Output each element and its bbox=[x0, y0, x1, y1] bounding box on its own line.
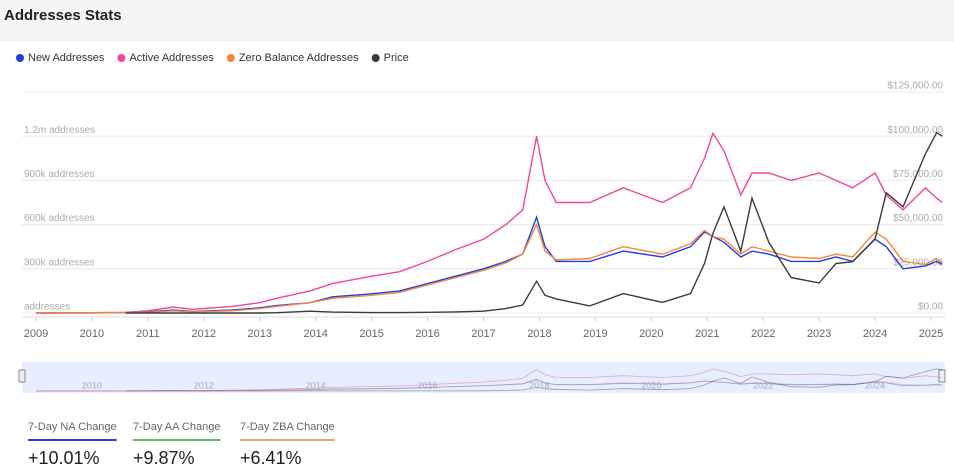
legend-marker bbox=[371, 54, 380, 62]
legend-label[interactable]: Price bbox=[384, 52, 409, 64]
y2-tick-label: $0.00 bbox=[918, 302, 943, 313]
x-tick-label: 2016 bbox=[415, 328, 439, 340]
stat-value: +10.01% bbox=[28, 448, 100, 468]
x-tick-label: 2025 bbox=[919, 328, 943, 340]
navigator-line bbox=[125, 368, 943, 392]
x-tick-label: 2021 bbox=[695, 328, 719, 340]
x-tick-label: 2017 bbox=[471, 328, 495, 340]
y2-tick-label: $50,000.00 bbox=[893, 213, 943, 224]
stat-value: +6.41% bbox=[240, 448, 302, 468]
x-tick-label: 2009 bbox=[24, 328, 48, 340]
header-bg bbox=[0, 0, 954, 42]
x-tick-label: 2022 bbox=[751, 328, 775, 340]
navigator-label: 2018 bbox=[529, 380, 549, 390]
navigator-handle[interactable] bbox=[938, 369, 946, 383]
y-tick-label: 1.2m addresses bbox=[24, 125, 95, 136]
y-tick-label: 300k addresses bbox=[24, 257, 95, 268]
legend-label[interactable]: New Addresses bbox=[28, 52, 105, 64]
x-tick-label: 2011 bbox=[136, 328, 160, 340]
y2-tick-label: $75,000.00 bbox=[893, 169, 943, 180]
navigator-label: 2020 bbox=[641, 380, 661, 390]
navigator-line bbox=[36, 379, 943, 392]
x-tick-label: 2014 bbox=[303, 328, 327, 340]
legend-label[interactable]: Active Addresses bbox=[129, 52, 214, 64]
x-tick-label: 2012 bbox=[192, 328, 216, 340]
stat-label: 7-Day NA Change bbox=[28, 421, 117, 433]
series-line bbox=[35, 222, 943, 314]
legend-marker bbox=[226, 54, 235, 62]
y-tick-label: 600k addresses bbox=[24, 213, 95, 224]
navigator-bg bbox=[22, 362, 945, 393]
x-tick-label: 2015 bbox=[359, 328, 383, 340]
x-tick-label: 2019 bbox=[583, 328, 607, 340]
legend-label[interactable]: Zero Balance Addresses bbox=[239, 52, 359, 64]
page-title: Addresses Stats bbox=[4, 7, 122, 24]
navigator-line bbox=[36, 378, 943, 392]
stat-value: +9.87% bbox=[133, 448, 195, 468]
stat-label: 7-Day ZBA Change bbox=[240, 421, 335, 433]
x-tick-label: 2013 bbox=[248, 328, 272, 340]
x-tick-label: 2024 bbox=[863, 328, 887, 340]
y2-tick-label: $125,000.00 bbox=[887, 81, 943, 92]
y-tick-label: 900k addresses bbox=[24, 169, 95, 180]
series-line bbox=[35, 131, 943, 314]
series-line bbox=[125, 131, 943, 314]
y-tick-label: addresses bbox=[24, 302, 70, 313]
navigator-label: 2010 bbox=[82, 380, 102, 390]
stat-label: 7-Day AA Change bbox=[133, 421, 220, 433]
y2-tick-label: $100,000.00 bbox=[887, 125, 943, 136]
navigator-label: 2022 bbox=[753, 380, 773, 390]
legend-marker bbox=[16, 54, 24, 62]
legend-marker bbox=[117, 54, 126, 62]
navigator-label: 2014 bbox=[306, 380, 326, 390]
series-line bbox=[35, 214, 943, 314]
navigator-label: 2012 bbox=[194, 380, 214, 390]
x-tick-label: 2023 bbox=[807, 328, 831, 340]
navigator-label: 2016 bbox=[418, 380, 438, 390]
x-tick-label: 2020 bbox=[639, 328, 663, 340]
x-tick-label: 2010 bbox=[80, 328, 104, 340]
navigator-line bbox=[36, 368, 943, 392]
navigator-label: 2024 bbox=[865, 380, 885, 390]
x-tick-label: 2018 bbox=[527, 328, 551, 340]
navigator-handle[interactable] bbox=[18, 369, 26, 383]
